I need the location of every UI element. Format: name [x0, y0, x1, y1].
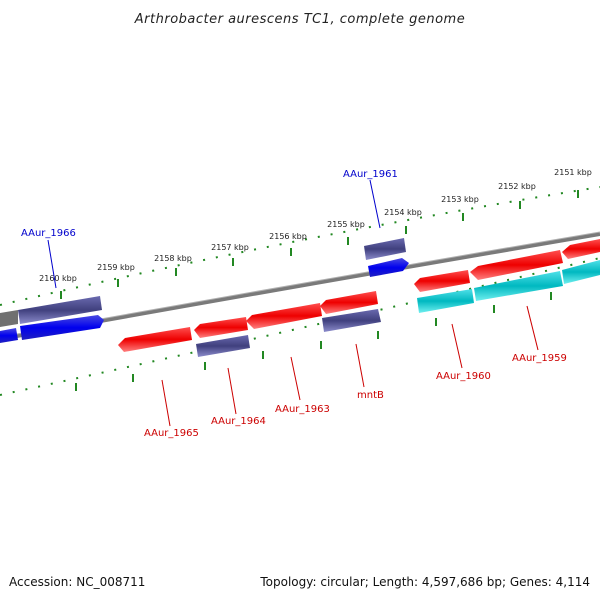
gene-arrow-aaur-1960[interactable]: [414, 270, 470, 292]
gene-arrow[interactable]: [562, 239, 600, 259]
kbp-label: 2151 kbp: [554, 168, 592, 177]
gene-label-aaur-1960[interactable]: AAur_1960: [436, 371, 491, 382]
gene-arrow[interactable]: [20, 315, 104, 340]
accession-text: Accession: NC_008711: [9, 575, 145, 589]
kbp-label: 2153 kbp: [441, 195, 479, 204]
gene-label-aaur-1961[interactable]: AAur_1961: [343, 169, 398, 180]
kbp-label: 2157 kbp: [211, 243, 249, 252]
gene-block[interactable]: [196, 335, 250, 357]
kbp-label: 2156 kbp: [269, 232, 307, 241]
kbp-label: 2152 kbp: [498, 182, 536, 191]
reverse-genes: [118, 239, 600, 357]
kbp-label: 2154 kbp: [384, 208, 422, 217]
label-leaders: [47, 179, 539, 427]
gene-label-aaur-1963[interactable]: AAur_1963: [275, 404, 330, 415]
gene-block-aaur-1961[interactable]: [364, 238, 406, 260]
gene-block[interactable]: [0, 310, 18, 327]
gene-label-aaur-1965[interactable]: AAur_1965: [144, 428, 199, 439]
gene-label-aaur-1964[interactable]: AAur_1964: [211, 416, 266, 427]
gene-arrow-aaur-1965[interactable]: [118, 327, 192, 352]
kbp-label: 2159 kbp: [97, 263, 135, 272]
gene-label-aaur-1966[interactable]: AAur_1966: [21, 228, 76, 239]
gene-arrow-aaur-1961[interactable]: [368, 258, 409, 277]
gene-block[interactable]: [322, 309, 381, 332]
gene-label-mntb[interactable]: mntB: [357, 390, 384, 401]
gene-arrow-mntb[interactable]: [320, 291, 378, 314]
map-title: Arthrobacter aurescens TC1, complete gen…: [134, 12, 465, 27]
gene-block-aaur-1966[interactable]: [18, 296, 102, 324]
kbp-tick-marks: [60, 190, 579, 391]
gene-arrow-aaur-1964[interactable]: [194, 317, 248, 338]
gene-block[interactable]: [417, 289, 474, 313]
gene-block[interactable]: [474, 271, 563, 301]
gene-arrow-aaur-1963[interactable]: [246, 303, 322, 329]
genome-summary-text: Topology: circular; Length: 4,597,686 bp…: [259, 575, 590, 589]
kbp-label: 2158 kbp: [154, 254, 192, 263]
forward-genes: [0, 238, 409, 343]
gene-label-aaur-1959[interactable]: AAur_1959: [512, 353, 567, 364]
kbp-label: 2155 kbp: [327, 220, 365, 229]
gene-arrow-left[interactable]: [0, 328, 18, 343]
gene-block[interactable]: [562, 260, 600, 284]
kbp-label: 2160 kbp: [39, 274, 77, 283]
gene-arrow-aaur-1959[interactable]: [470, 250, 563, 280]
